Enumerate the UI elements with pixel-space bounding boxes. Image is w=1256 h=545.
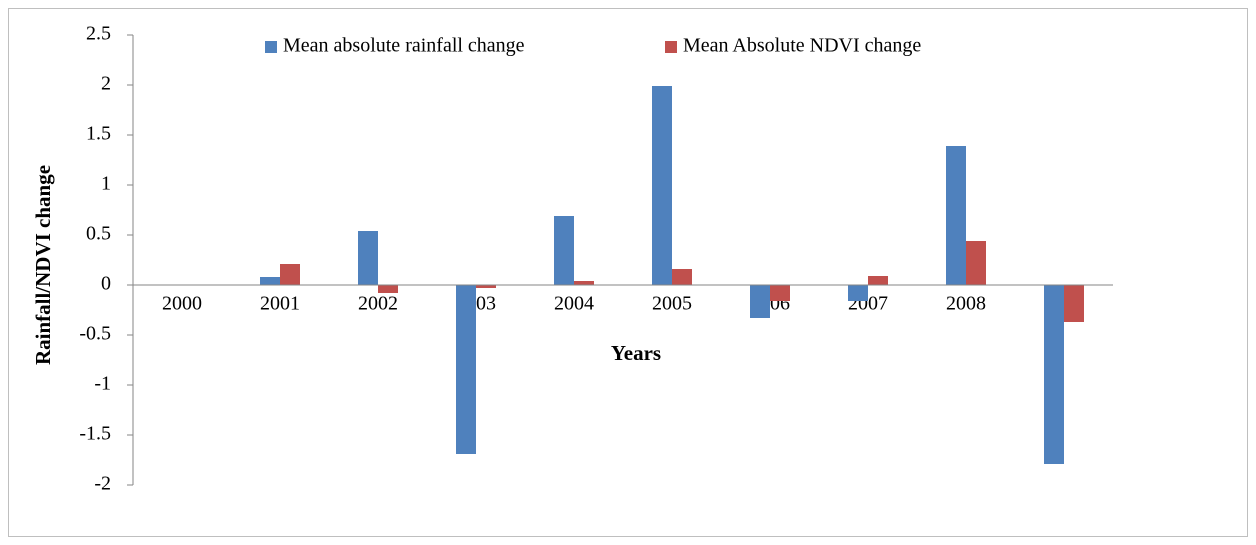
bar: [456, 285, 476, 454]
y-tick-label: -0.5: [79, 323, 111, 345]
bar: [946, 146, 966, 285]
legend-label: Mean absolute rainfall change: [283, 35, 525, 57]
bar: [260, 277, 280, 285]
y-tick-label: 2: [101, 73, 111, 95]
bar: [574, 281, 594, 285]
y-tick-label: -1.5: [79, 423, 111, 445]
x-tick-label: 2008: [946, 293, 986, 315]
bar: [476, 285, 496, 288]
bar: [358, 231, 378, 285]
y-tick-label: 1: [101, 173, 111, 195]
y-tick-label: 1.5: [86, 123, 111, 145]
y-tick-label: 0.5: [86, 223, 111, 245]
x-axis-title: Years: [611, 341, 661, 365]
x-tick-label: 2001: [260, 293, 300, 315]
bar: [770, 285, 790, 301]
x-tick-label: 2002: [358, 293, 398, 315]
bar: [848, 285, 868, 301]
x-tick-label: 2000: [162, 293, 202, 315]
bar: [652, 86, 672, 285]
y-tick-label: -2: [94, 473, 111, 495]
bar: [750, 285, 770, 318]
y-tick-label: 2.5: [86, 23, 111, 45]
y-tick-label: 0: [101, 273, 111, 295]
legend-swatch: [265, 41, 277, 53]
bar: [966, 241, 986, 285]
y-axis-title: Rainfall/NDVI change: [31, 165, 55, 365]
bar: [378, 285, 398, 293]
y-tick-label: -1: [94, 373, 111, 395]
x-tick-label: 2005: [652, 293, 692, 315]
bar: [868, 276, 888, 285]
legend-label: Mean Absolute NDVI change: [683, 35, 921, 57]
bar: [1064, 285, 1084, 322]
bar: [1044, 285, 1064, 464]
x-tick-label: 2004: [554, 293, 594, 315]
chart-frame: [8, 8, 1248, 537]
bar: [280, 264, 300, 285]
bar: [554, 216, 574, 285]
bar: [672, 269, 692, 285]
legend-swatch: [665, 41, 677, 53]
